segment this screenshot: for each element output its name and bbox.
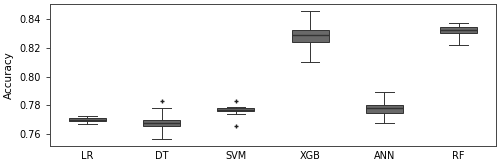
PathPatch shape [440, 27, 478, 33]
PathPatch shape [143, 120, 180, 126]
Y-axis label: Accuracy: Accuracy [4, 51, 14, 99]
PathPatch shape [292, 30, 329, 42]
PathPatch shape [69, 118, 106, 121]
PathPatch shape [218, 108, 254, 111]
PathPatch shape [366, 105, 403, 113]
